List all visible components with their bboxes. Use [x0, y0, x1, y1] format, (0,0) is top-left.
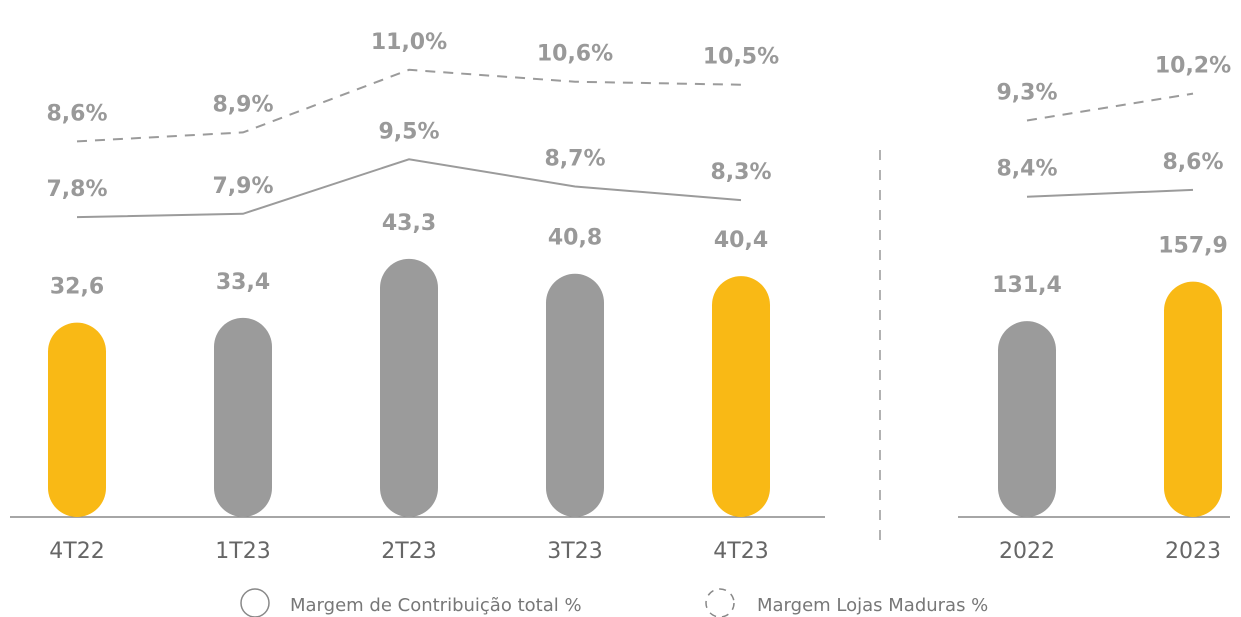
- line: [76, 68, 742, 143]
- x-tick-label: 1T23: [215, 539, 270, 564]
- line-value-label: 10,2%: [1155, 54, 1231, 79]
- legend-label: Margem de Contribuição total %: [290, 595, 582, 616]
- x-tick-label: 2022: [999, 539, 1055, 564]
- x-tick-label: 4T23: [713, 539, 768, 564]
- line-value-label: 8,4%: [996, 157, 1057, 182]
- value-label: 40,8: [548, 226, 602, 251]
- line-value-label: 8,9%: [212, 92, 273, 117]
- bar: [712, 276, 770, 517]
- line: [1026, 188, 1194, 198]
- line-value-label: 9,5%: [378, 119, 439, 144]
- bar: [214, 317, 272, 517]
- line-value-label: 8,3%: [710, 160, 771, 185]
- value-label: 40,4: [714, 228, 768, 253]
- line-value-label: 7,9%: [212, 174, 273, 199]
- bar: [546, 273, 604, 517]
- x-tick-label: 2023: [1165, 539, 1221, 564]
- x-tick-label: 4T22: [49, 539, 104, 564]
- line-value-label: 11,0%: [371, 30, 447, 55]
- x-tick-label: 3T23: [547, 539, 602, 564]
- line-value-label: 8,7%: [544, 147, 605, 172]
- line-value-label: 8,6%: [46, 101, 107, 126]
- bar: [998, 321, 1056, 517]
- line: [76, 158, 742, 219]
- value-label: 32,6: [50, 275, 104, 300]
- line-value-label: 10,6%: [537, 42, 613, 67]
- legend-icon: [240, 588, 270, 617]
- bar: [1164, 281, 1222, 517]
- value-label: 157,9: [1158, 234, 1228, 259]
- value-label: 33,4: [216, 270, 270, 295]
- x-tick-label: 2T23: [381, 539, 436, 564]
- legend-label: Margem Lojas Maduras %: [757, 595, 988, 616]
- bar: [48, 322, 106, 517]
- bar: [380, 258, 438, 517]
- line-value-label: 8,6%: [1162, 150, 1223, 175]
- legend-icon: [705, 588, 735, 617]
- line-value-label: 9,3%: [996, 80, 1057, 105]
- line-value-label: 10,5%: [703, 45, 779, 70]
- value-label: 131,4: [992, 273, 1062, 298]
- line-value-label: 7,8%: [46, 177, 107, 202]
- value-label: 43,3: [382, 211, 436, 236]
